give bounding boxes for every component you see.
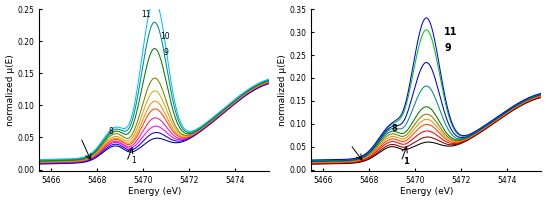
Text: 9: 9 <box>164 48 168 57</box>
Y-axis label: normalized μ(E): normalized μ(E) <box>5 54 15 126</box>
Text: 8: 8 <box>392 124 398 133</box>
Text: 10: 10 <box>160 32 170 41</box>
Text: 1: 1 <box>403 157 409 166</box>
Text: 1: 1 <box>131 156 136 165</box>
X-axis label: Energy (eV): Energy (eV) <box>400 187 453 196</box>
Text: 8: 8 <box>108 127 113 136</box>
Text: 11: 11 <box>142 10 151 19</box>
Text: 9: 9 <box>445 43 451 53</box>
Text: 11: 11 <box>444 27 457 37</box>
Y-axis label: normalized μ(E): normalized μ(E) <box>278 54 287 126</box>
X-axis label: Energy (eV): Energy (eV) <box>127 187 181 196</box>
